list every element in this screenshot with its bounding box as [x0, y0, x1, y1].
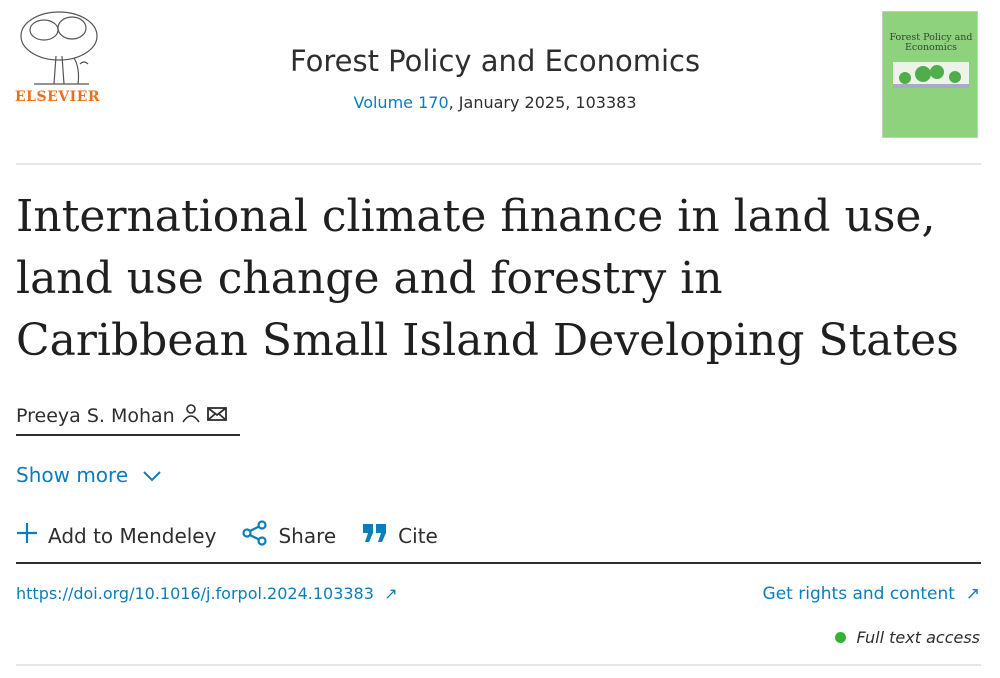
- cite-label: Cite: [398, 523, 438, 548]
- external-link-icon: ↗: [960, 584, 980, 604]
- quote-icon: [362, 522, 388, 549]
- rights-text: Get rights and content: [762, 584, 955, 604]
- doi-link[interactable]: https://doi.org/10.1016/j.forpol.2024.10…: [16, 584, 398, 603]
- issue-info: , January 2025, 103383: [448, 93, 637, 112]
- email-icon[interactable]: [206, 405, 227, 427]
- show-more-label: Show more: [16, 463, 129, 487]
- volume-link[interactable]: Volume 170: [353, 93, 449, 112]
- divider: [16, 562, 981, 564]
- chevron-down-icon: [142, 463, 162, 487]
- show-more-button[interactable]: Show more: [16, 463, 162, 487]
- author-link[interactable]: Preeya S. Mohan: [16, 403, 240, 436]
- cite-button[interactable]: Cite: [362, 520, 438, 551]
- volume-info: Volume 170, January 2025, 103383: [200, 93, 790, 112]
- access-text: Full text access: [856, 628, 980, 647]
- rights-link[interactable]: Get rights and content ↗: [763, 584, 980, 604]
- external-link-icon: ↗: [379, 584, 398, 603]
- add-to-mendeley-button[interactable]: Add to Mendeley: [16, 520, 216, 551]
- journal-title[interactable]: Forest Policy and Economics: [289, 44, 701, 78]
- cover-title: Forest Policy and Economics: [889, 32, 973, 53]
- elsevier-logo-text: ELSEVIER: [15, 89, 101, 105]
- article-title: International climate finance in land us…: [16, 191, 959, 366]
- divider: [16, 163, 981, 165]
- divider: [16, 664, 981, 666]
- doi-text: https://doi.org/10.1016/j.forpol.2024.10…: [16, 584, 374, 603]
- mendeley-label: Add to Mendeley: [48, 523, 217, 548]
- article-actions: Add to Mendeley Share Cite: [16, 520, 438, 551]
- access-dot-icon: [835, 632, 847, 643]
- author-name: Preeya S. Mohan: [16, 404, 175, 427]
- elsevier-tree-logo[interactable]: [14, 8, 104, 108]
- share-icon: [242, 520, 268, 551]
- plus-icon: [16, 522, 38, 549]
- person-icon: [181, 403, 201, 428]
- share-label: Share: [278, 523, 337, 548]
- journal-cover[interactable]: Forest Policy and Economics: [882, 11, 978, 138]
- share-button[interactable]: Share: [242, 520, 336, 551]
- access-status: Full text access: [835, 628, 980, 647]
